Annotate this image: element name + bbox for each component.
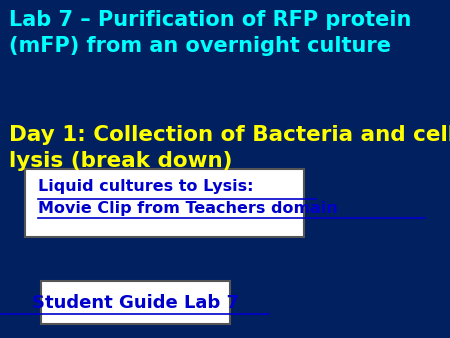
Text: Movie Clip from Teachers domain: Movie Clip from Teachers domain bbox=[38, 201, 338, 216]
Text: Student Guide Lab 7: Student Guide Lab 7 bbox=[32, 293, 238, 312]
FancyBboxPatch shape bbox=[40, 281, 230, 324]
Text: Lab 7 – Purification of RFP protein
(mFP) from an overnight culture: Lab 7 – Purification of RFP protein (mFP… bbox=[9, 10, 411, 56]
Text: Liquid cultures to Lysis:: Liquid cultures to Lysis: bbox=[38, 179, 254, 194]
FancyBboxPatch shape bbox=[25, 169, 304, 237]
Text: Day 1: Collection of Bacteria and cells
lysis (break down): Day 1: Collection of Bacteria and cells … bbox=[9, 125, 450, 171]
